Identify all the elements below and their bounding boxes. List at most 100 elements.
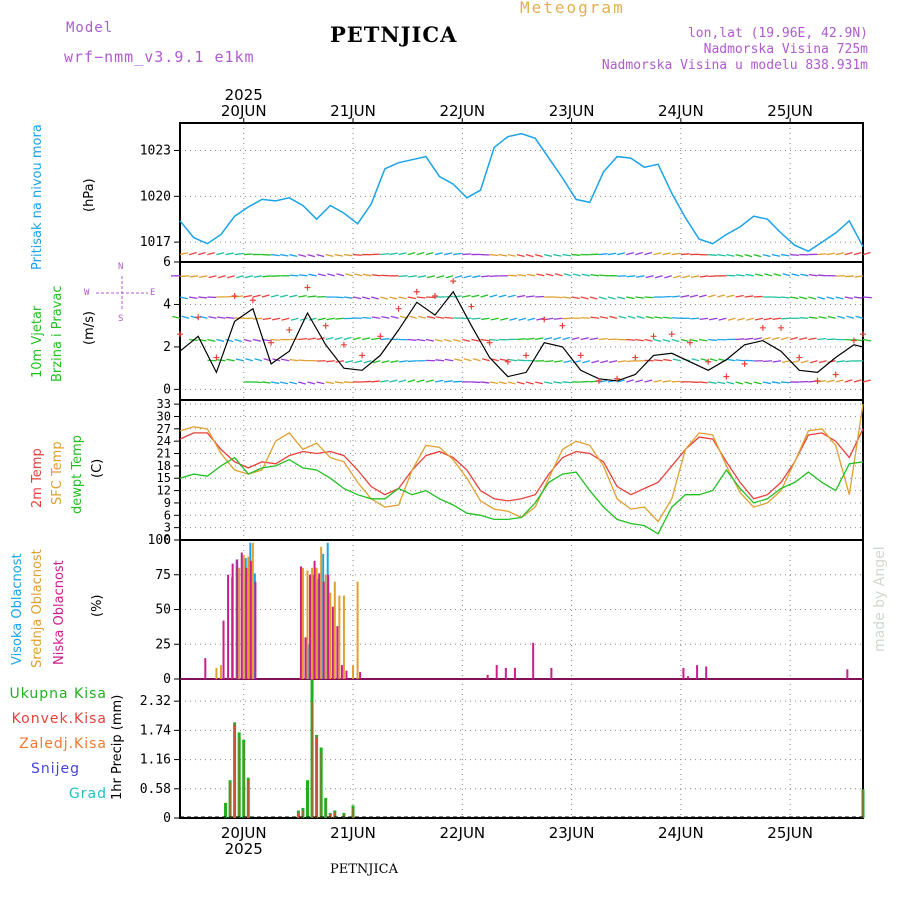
- wind-arrow: [845, 360, 854, 363]
- wind-arrow: [407, 251, 416, 256]
- wind-arrow: [762, 337, 771, 341]
- wind-gust-marker: [541, 316, 548, 323]
- wind-arrow: [471, 338, 480, 342]
- wind-arrow: [308, 317, 317, 321]
- wind-arrow: [416, 338, 426, 342]
- wind-arrow: [234, 252, 244, 256]
- mid-cloud-bar: [306, 570, 309, 679]
- wind-gust-marker: [286, 326, 293, 333]
- wind-arrow: [727, 317, 736, 321]
- wind-arrow: [362, 380, 372, 383]
- wind-arrow: [281, 358, 290, 362]
- wind-arrow-field: [170, 251, 872, 385]
- wind-arrow: [380, 296, 388, 300]
- wind-arrow: [635, 296, 645, 299]
- wind-arrow: [362, 273, 372, 277]
- wind-arrow: [580, 316, 590, 319]
- wind-arrow: [673, 275, 682, 279]
- wind-gust-marker: [268, 339, 275, 346]
- conv-precip-bar: [234, 724, 236, 818]
- wind-arrow: [689, 294, 698, 298]
- low-cloud-bar: [336, 626, 339, 679]
- wind-arrow: [835, 296, 844, 300]
- low-cloud-bar: [327, 574, 330, 679]
- wind-arrow: [181, 315, 190, 319]
- wind-arrow: [562, 296, 572, 299]
- wind-arrow: [680, 294, 690, 298]
- wind-arrow: [726, 294, 735, 298]
- low-cloud-bar: [846, 669, 849, 679]
- wind-arrow: [599, 274, 609, 277]
- wind-arrow: [781, 317, 791, 320]
- top-day-label: 25JUN: [767, 102, 813, 120]
- conv-precip-bar: [243, 742, 245, 818]
- wind-arrow: [544, 381, 553, 385]
- wind-arrow: [791, 273, 800, 277]
- low-cloud-bar: [340, 665, 343, 679]
- pressure-frame: [179, 122, 864, 263]
- wind-arrow: [399, 360, 408, 363]
- wind-arrow: [753, 253, 762, 258]
- compass-n: N: [118, 262, 124, 272]
- mid-cloud-bar: [242, 555, 245, 679]
- wind-arrow: [635, 251, 643, 256]
- wind-arrow: [425, 338, 435, 342]
- wind-arrow: [800, 360, 809, 364]
- wind-arrow: [709, 358, 718, 362]
- wind-arrow: [361, 296, 371, 300]
- wind-arrow: [334, 381, 344, 384]
- wind-arrow: [691, 358, 700, 362]
- wind-arrow: [689, 338, 699, 342]
- wind-arrow: [618, 315, 627, 319]
- wind-arrow: [226, 381, 235, 382]
- wind-arrow: [744, 295, 754, 298]
- wind-arrow: [354, 273, 363, 277]
- wind-arrow: [826, 296, 835, 300]
- wind-arrow: [744, 381, 753, 385]
- mid-cloud-bar: [311, 567, 314, 679]
- wind-arrow: [462, 338, 471, 343]
- wind-arrow: [771, 253, 781, 257]
- mid-cloud-bar: [238, 567, 241, 679]
- wind-arrow: [335, 360, 345, 363]
- wind-arrow: [717, 294, 725, 298]
- wind-arrow: [453, 338, 461, 343]
- low-cloud-bar: [299, 566, 302, 679]
- wind-gust-marker: [450, 278, 457, 285]
- wind-arrow: [553, 317, 563, 320]
- wind-arrow: [817, 337, 827, 341]
- precip-ytick-label: 0.58: [140, 782, 171, 797]
- temp-ytick-label: 21: [157, 447, 171, 461]
- compass-s: S: [118, 314, 124, 324]
- wind-arrow: [190, 315, 199, 319]
- pressure-ytick-label: 1020: [140, 189, 171, 204]
- wind-arrow: [590, 316, 599, 319]
- wind-arrow: [862, 296, 872, 299]
- wind-arrow: [371, 274, 381, 277]
- wind-arrow: [243, 253, 253, 256]
- wind-arrow: [780, 381, 790, 384]
- wind-arrow: [516, 294, 526, 298]
- wind-gust-marker: [231, 292, 238, 299]
- bottom-year-label: 2025: [225, 840, 263, 858]
- wind-arrow: [616, 379, 625, 383]
- wind-arrow: [626, 252, 635, 256]
- wind-arrow: [235, 358, 244, 362]
- wind-arrow: [545, 273, 554, 277]
- wind-arrow: [553, 336, 562, 341]
- wind-arrow: [172, 315, 181, 319]
- wind-arrow: [780, 296, 790, 299]
- wind-arrow: [735, 381, 744, 385]
- wind-arrow: [489, 275, 499, 278]
- wind-arrow: [826, 379, 835, 383]
- wind-arrow: [853, 379, 862, 383]
- wind-arrow: [271, 275, 281, 277]
- wind-arrow: [336, 273, 345, 277]
- wind-arrow: [553, 253, 562, 257]
- wind-arrow: [653, 379, 662, 383]
- mid-cloud-bar: [342, 595, 345, 679]
- wind-arrow: [635, 338, 644, 342]
- wind-arrow: [434, 338, 443, 343]
- wind-arrow: [744, 337, 754, 341]
